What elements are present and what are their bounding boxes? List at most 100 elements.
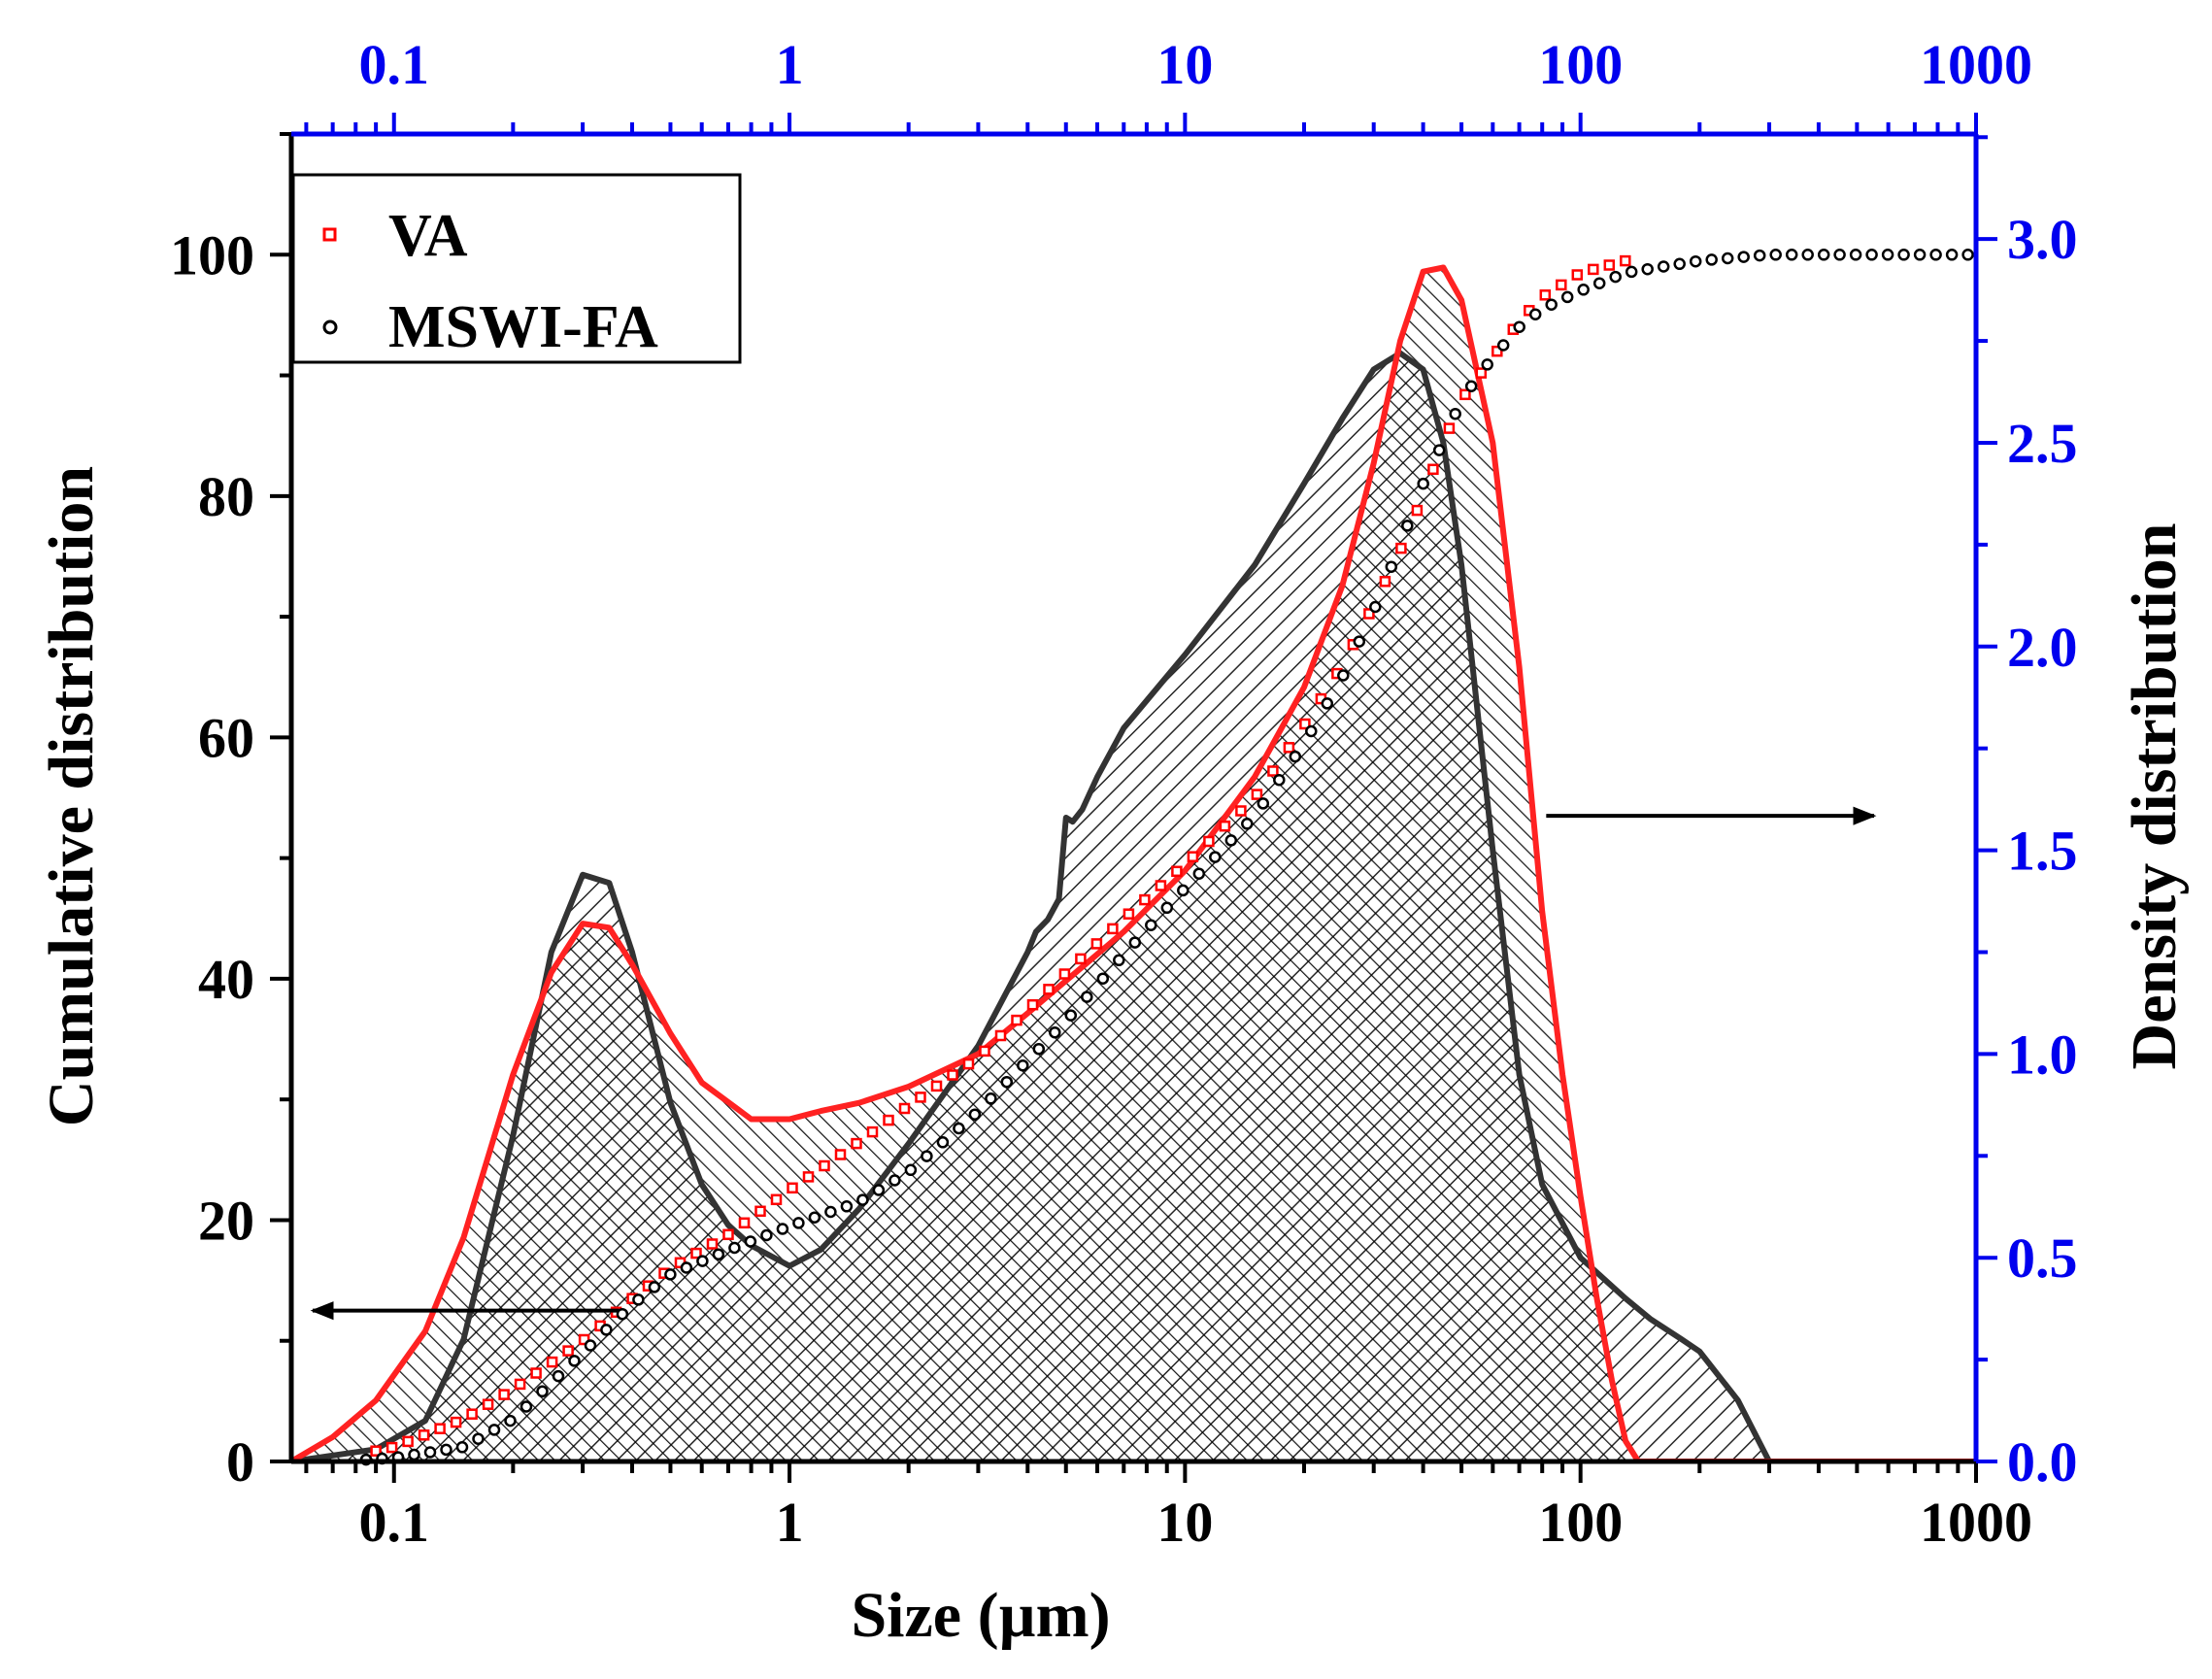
plot-frame: [288, 131, 1979, 1464]
y-left-axis-title: Cumulative distribution: [36, 466, 107, 1126]
cumulative-point-va: [1379, 576, 1391, 588]
legend-label-fa: MSWI-FA: [388, 294, 658, 360]
legend-label-va: VA: [388, 203, 468, 269]
cumulative-point-va: [466, 1408, 478, 1420]
cumulative-point-va: [802, 1171, 815, 1183]
cumulative-point-mswi-fa: [1881, 249, 1894, 261]
cumulative-point-va: [385, 1441, 398, 1454]
cumulative-point-mswi-fa: [472, 1432, 485, 1445]
cumulative-point-mswi-fa: [1849, 249, 1862, 261]
cumulative-point-mswi-fa: [1673, 257, 1686, 271]
cumulative-point-mswi-fa: [440, 1443, 452, 1457]
cumulative-point-mswi-fa: [904, 1163, 918, 1177]
cumulative-point-mswi-fa: [1032, 1042, 1046, 1056]
cumulative-point-mswi-fa: [487, 1424, 501, 1436]
y-left-tick-label: 0: [226, 1430, 254, 1494]
cumulative-point-mswi-fa: [856, 1193, 869, 1206]
y-right-tick-label: 1.5: [2007, 820, 2078, 883]
cumulative-point-va: [1491, 345, 1503, 357]
cumulative-point-va: [514, 1378, 526, 1391]
cumulative-point-mswi-fa: [1496, 339, 1510, 352]
y-left-tick-label: 80: [198, 465, 254, 528]
cumulative-point-va: [1171, 865, 1183, 878]
cumulative-point-mswi-fa: [1929, 249, 1942, 261]
cumulative-point-va: [994, 1029, 1007, 1042]
cumulative-point-mswi-fa: [888, 1174, 901, 1187]
cumulative-point-mswi-fa: [792, 1217, 805, 1229]
axes: 0.1 0.1 1 1 10 10 100 100 1000 1000 0 20 40 60 80 100 0.…: [170, 33, 2078, 1554]
cumulative-point-va: [979, 1045, 990, 1058]
cumulative-point-mswi-fa: [1913, 249, 1927, 261]
cumulative-point-va: [1459, 388, 1471, 401]
cumulative-point-va: [1267, 765, 1279, 777]
cumulative-point-mswi-fa: [1369, 600, 1382, 614]
cumulative-point-va: [1155, 880, 1167, 891]
cumulative-point-mswi-fa: [423, 1446, 437, 1459]
x-axis-title: Size (µm): [851, 1580, 1110, 1651]
cumulative-point-mswi-fa: [1064, 1009, 1078, 1022]
cumulative-point-mswi-fa: [953, 1122, 965, 1135]
cumulative-point-mswi-fa: [504, 1414, 517, 1427]
cumulative-point-mswi-fa: [1385, 560, 1398, 573]
cumulative-point-va: [1363, 608, 1375, 620]
cumulative-point-mswi-fa: [1081, 991, 1093, 1003]
legend-box: [291, 173, 742, 364]
cumulative-point-va: [1043, 984, 1055, 995]
cumulative-point-mswi-fa: [408, 1448, 420, 1461]
cumulative-point-mswi-fa: [1737, 251, 1750, 263]
cumulative-point-mswi-fa: [872, 1184, 886, 1196]
cumulative-point-mswi-fa: [1769, 249, 1782, 261]
cumulative-point-va: [1411, 504, 1424, 517]
x-top-tick-label: 10: [1156, 33, 1213, 96]
cumulative-point-mswi-fa: [1945, 249, 1959, 261]
annotation-arrows: [310, 806, 1877, 1321]
cumulative-point-va: [1588, 263, 1599, 276]
density-area-va: [291, 267, 1976, 1461]
cumulative-point-mswi-fa: [1224, 834, 1238, 847]
cumulative-point-va: [754, 1205, 766, 1218]
x-top-tick-label: 0.1: [359, 33, 430, 96]
cumulative-point-va: [1571, 269, 1584, 281]
cumulative-point-va: [770, 1193, 783, 1206]
cumulative-point-va: [787, 1182, 798, 1194]
cumulative-point-va: [1283, 742, 1295, 754]
cumulative-point-mswi-fa: [921, 1150, 933, 1162]
cumulative-point-mswi-fa: [824, 1205, 837, 1219]
cumulative-point-va: [578, 1333, 590, 1346]
y-left-tick-label: 40: [198, 948, 254, 1011]
cumulative-point-mswi-fa: [519, 1400, 533, 1413]
cumulative-point-mswi-fa: [1689, 254, 1702, 268]
cumulative-point-va: [834, 1149, 847, 1160]
cumulative-point-mswi-fa: [632, 1293, 645, 1306]
cumulative-point-mswi-fa: [1273, 773, 1286, 787]
cumulative-point-va: [851, 1137, 862, 1150]
cumulative-point-mswi-fa: [1865, 249, 1878, 261]
cumulative-point-mswi-fa: [1961, 249, 1974, 261]
cumulative-point-va: [1123, 908, 1135, 920]
cumulative-point-mswi-fa: [1592, 277, 1606, 289]
cumulative-point-mswi-fa: [1257, 797, 1270, 810]
cumulative-point-mswi-fa: [1401, 520, 1414, 532]
cumulative-point-va: [930, 1080, 943, 1092]
cumulative-point-va: [738, 1217, 751, 1229]
cumulative-point-va: [1090, 938, 1103, 950]
cumulative-point-mswi-fa: [616, 1307, 629, 1321]
x-tick-label: 1: [776, 1491, 804, 1554]
cumulative-point-mswi-fa: [1417, 477, 1429, 490]
x-tick-label: 100: [1538, 1491, 1623, 1554]
cumulative-point-mswi-fa: [776, 1223, 789, 1235]
y-right-axis-title: Density distribution: [2119, 523, 2190, 1070]
legend-marker-va: [322, 227, 337, 242]
y-right-tick-label: 3.0: [2007, 208, 2078, 271]
y-right-tick-label: 2.5: [2007, 412, 2078, 475]
cumulative-point-mswi-fa: [1017, 1058, 1029, 1072]
cumulative-point-va: [546, 1356, 558, 1368]
y-right-tick-label: 0.5: [2007, 1226, 2078, 1290]
cumulative-point-mswi-fa: [1657, 260, 1670, 273]
density-area-mswi-fa: [291, 353, 1976, 1461]
cumulative-point-va: [1251, 789, 1263, 800]
cumulative-point-mswi-fa: [1353, 635, 1366, 648]
legend-marker-fa: [322, 319, 338, 335]
x-tick-label: 10: [1156, 1491, 1213, 1554]
cumulative-point-mswi-fa: [680, 1261, 693, 1274]
